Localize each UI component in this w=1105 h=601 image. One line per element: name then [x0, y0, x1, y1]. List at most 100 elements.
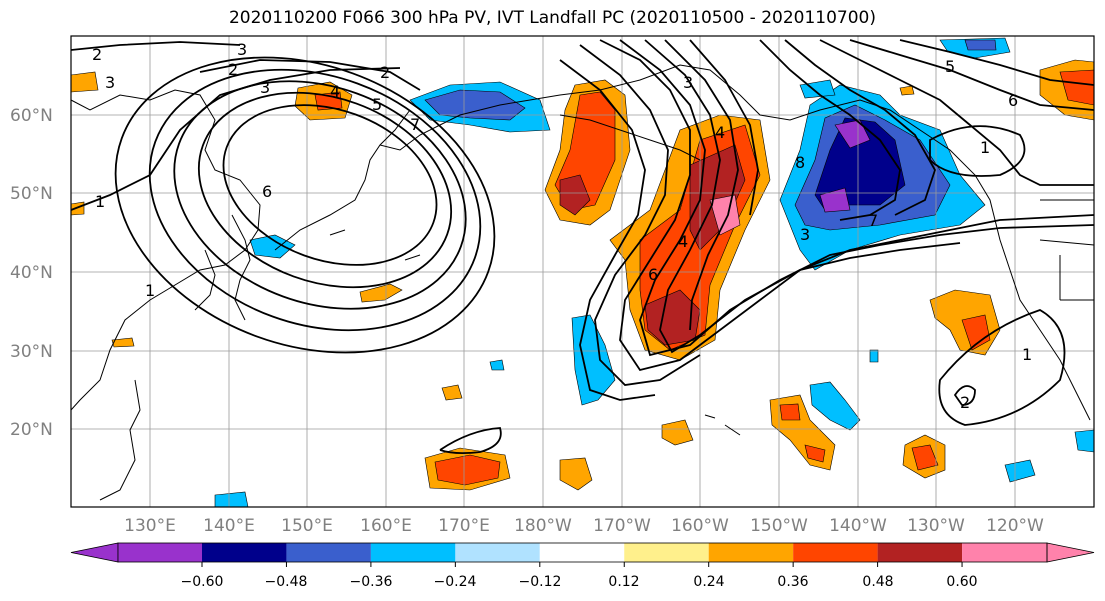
colorbar-segment [286, 543, 371, 562]
colorbar-tick-label: 0.60 [946, 574, 977, 590]
lon-label: 180°W [514, 516, 572, 536]
negative-anomaly-region [819, 119, 871, 213]
colorbar-segment [118, 543, 202, 562]
contour-label: 1 [95, 192, 105, 211]
contour-label: 6 [648, 265, 658, 284]
lon-label: 160°E [360, 516, 412, 536]
latitude-labels: 60°N 50°N 40°N 30°N 20°N [10, 106, 53, 440]
contour-label: 3 [800, 225, 810, 244]
map-title: 2020110200 F066 300 hPa PV, IVT Landfall… [228, 8, 876, 28]
colorbar-segment [877, 543, 963, 562]
colorbar-segment [455, 543, 540, 562]
contour-label: 2 [960, 393, 970, 412]
positive-anomaly-region [434, 454, 501, 486]
contour-label: 2 [228, 60, 238, 79]
positive-anomaly-region [111, 337, 135, 348]
contour-label: 2 [92, 45, 102, 64]
contour-label: 7 [868, 211, 878, 230]
graticule [71, 36, 1094, 507]
colorbar-tick-label: 0.24 [693, 574, 724, 590]
lon-label: 170°E [438, 516, 490, 536]
negative-anomaly-region [424, 89, 526, 121]
colorbar-tick-label: 0.12 [608, 574, 639, 590]
negative-anomaly-region [489, 359, 505, 371]
colorbar-segment [370, 543, 456, 562]
lon-label: 130°W [907, 516, 965, 536]
colorbar-tick-label: −0.36 [350, 574, 393, 590]
lat-label: 20°N [10, 420, 53, 440]
lon-label: 140°W [829, 516, 887, 536]
colorbar-segment [962, 543, 1047, 562]
contour-label: 5 [372, 95, 382, 114]
contour-label: 3 [260, 78, 270, 97]
colorbar-segment [624, 543, 709, 562]
contour-label: 7 [410, 115, 420, 134]
contour-label: 1 [145, 281, 155, 300]
negative-anomaly-region [214, 491, 249, 507]
negative-anomaly-region [869, 349, 879, 363]
colorbar-segment [708, 543, 794, 562]
positive-anomaly-region [71, 71, 99, 93]
positive-anomaly-region [899, 85, 915, 96]
positive-anomaly-region [441, 384, 463, 401]
contour-label: 6 [1008, 91, 1018, 110]
colorbar [70, 542, 1095, 567]
positive-anomaly-region [709, 194, 741, 236]
lon-label: 150°E [281, 516, 333, 536]
lat-label: 60°N [10, 106, 53, 126]
negative-anomaly-region [964, 39, 997, 51]
lon-label: 130°E [124, 516, 176, 536]
lon-label: 150°W [750, 516, 808, 536]
contour-label: 3 [105, 73, 115, 92]
positive-anomaly-region [961, 314, 991, 351]
contour-label: 4 [715, 123, 725, 142]
longitude-labels: 130°E 140°E 150°E 160°E 170°E 180°W 170°… [124, 516, 1044, 536]
lat-label: 30°N [10, 342, 53, 362]
colorbar-segment [539, 543, 625, 562]
colorbar-tick-label: −0.48 [265, 574, 308, 590]
negative-anomaly-region [1074, 429, 1094, 453]
lon-label: 170°W [593, 516, 651, 536]
colorbar-extend-max [1046, 542, 1095, 563]
contour-label: 4 [678, 232, 688, 251]
colorbar-tick-label: 0.48 [862, 574, 893, 590]
contour-label: 2 [380, 63, 390, 82]
negative-anomaly-region [1004, 459, 1036, 483]
contour-label: 1 [980, 138, 990, 157]
colorbar-segment [793, 543, 878, 562]
positive-anomaly-region [559, 174, 591, 216]
contour-label: 4 [330, 82, 340, 101]
colorbar-tick-label: −0.12 [519, 574, 562, 590]
lon-label: 120°W [986, 516, 1044, 536]
colorbar-tick-labels: −0.60 −0.48 −0.36 −0.24 −0.12 0.12 0.24 … [181, 574, 978, 590]
positive-anomaly-region [661, 419, 694, 446]
contour-label: 3 [237, 40, 247, 59]
lat-label: 40°N [10, 263, 53, 283]
colorbar-tick-label: −0.24 [434, 574, 477, 590]
colorbar-tick-label: 0.36 [777, 574, 808, 590]
positive-anomaly-region [911, 444, 939, 471]
lat-label: 50°N [10, 184, 53, 204]
contour-label: 5 [945, 57, 955, 76]
colorbar-extend-min [70, 542, 119, 563]
contour-label: 3 [683, 73, 693, 92]
negative-anomaly-region [809, 381, 861, 431]
contour-label: 1 [1022, 345, 1032, 364]
negative-anomaly-region [249, 234, 296, 259]
positive-anomaly-region [71, 201, 85, 216]
positive-anomaly-region [779, 403, 826, 463]
contour-label: 6 [262, 182, 272, 201]
pv-contours [71, 39, 1094, 455]
positive-anomaly-region [359, 283, 403, 303]
colorbar-segment [202, 543, 287, 562]
contour-labels: 2 3 2 3 2 3 4 5 1 6 7 1 3 4 5 6 8 3 1 4 … [92, 40, 1032, 412]
colorbar-tick-label: −0.60 [181, 574, 224, 590]
negative-anomaly-region [571, 314, 616, 406]
positive-anomaly-region [1059, 69, 1094, 106]
map-frame [70, 35, 1095, 508]
lon-label: 140°E [203, 516, 255, 536]
colorbar-frame [117, 542, 1048, 563]
lon-label: 160°W [671, 516, 729, 536]
coastlines [71, 64, 1094, 501]
